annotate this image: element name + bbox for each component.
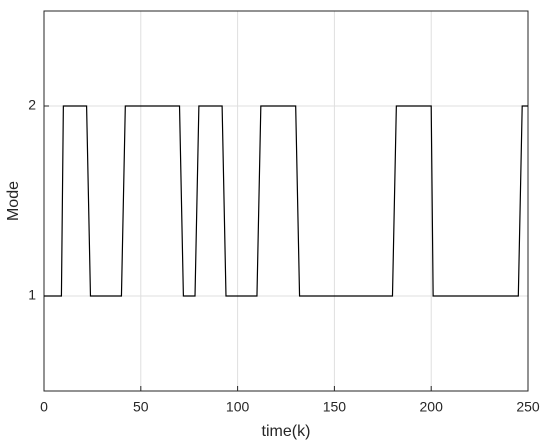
data-line	[44, 105, 528, 297]
y-tick-label: 2	[28, 97, 36, 113]
plot-frame	[43, 10, 529, 392]
x-tick-label: 50	[133, 399, 149, 415]
x-tick-label: 200	[420, 399, 444, 415]
x-tick-label: 100	[226, 399, 250, 415]
x-tick-label: 0	[40, 399, 48, 415]
x-tick-label: 150	[323, 399, 347, 415]
x-tick-label: 250	[516, 399, 540, 415]
x-axis-label: time(k)	[262, 423, 311, 440]
y-axis-label: Mode	[5, 181, 22, 221]
y-tick-label: 1	[28, 287, 36, 303]
